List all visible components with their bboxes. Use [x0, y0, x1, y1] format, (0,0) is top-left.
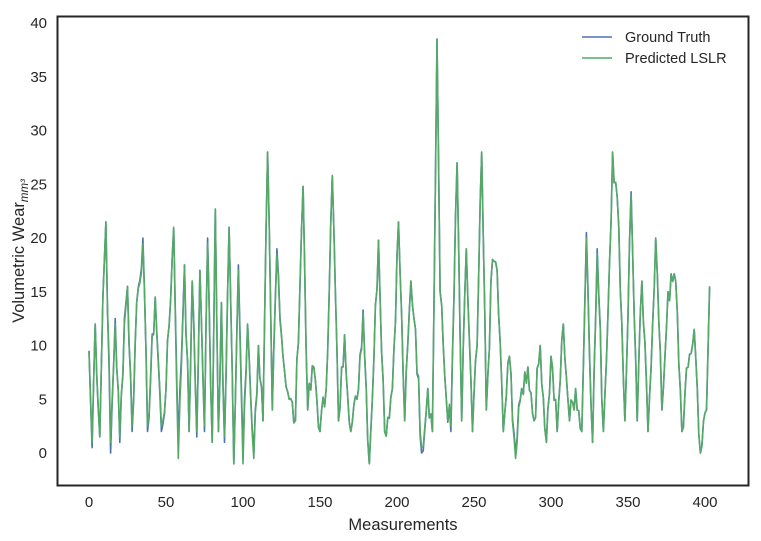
predicted-lslr-line [88, 38, 711, 465]
legend: Ground Truth Predicted LSLR [582, 30, 727, 67]
y-tick-label: 40 [30, 15, 47, 32]
y-axis-label: Volumetric Wearmm³ [10, 178, 31, 323]
y-axis-label-subscript: mm³ [19, 178, 31, 202]
y-tick-label: 10 [30, 338, 47, 355]
x-tick-label: 100 [230, 494, 255, 511]
y-tick-label: 15 [30, 284, 47, 301]
x-tick-label: 150 [307, 494, 332, 511]
x-tick-label: 400 [692, 494, 717, 511]
y-tick-label: 30 [30, 123, 47, 140]
legend-label-ground-truth: Ground Truth [625, 30, 710, 46]
y-axis-ticks: 0 5 10 15 20 25 30 35 40 [30, 15, 47, 462]
x-tick-label: 0 [85, 494, 93, 511]
x-axis-label: Measurements [348, 516, 457, 534]
legend-label-predicted: Predicted LSLR [625, 51, 727, 67]
y-tick-label: 20 [30, 230, 47, 247]
y-axis-label-main: Volumetric Wear [10, 202, 28, 323]
x-tick-label: 200 [384, 494, 409, 511]
y-tick-label: 0 [39, 445, 47, 462]
y-tick-label: 25 [30, 176, 47, 193]
x-tick-label: 300 [538, 494, 563, 511]
x-tick-label: 350 [615, 494, 640, 511]
y-tick-label: 5 [39, 391, 47, 408]
x-tick-label: 50 [158, 494, 175, 511]
x-axis-ticks: 0 50 100 150 200 250 300 350 400 [85, 494, 718, 511]
x-tick-label: 250 [461, 494, 486, 511]
series-layer [88, 38, 711, 465]
y-tick-label: 35 [30, 69, 47, 86]
